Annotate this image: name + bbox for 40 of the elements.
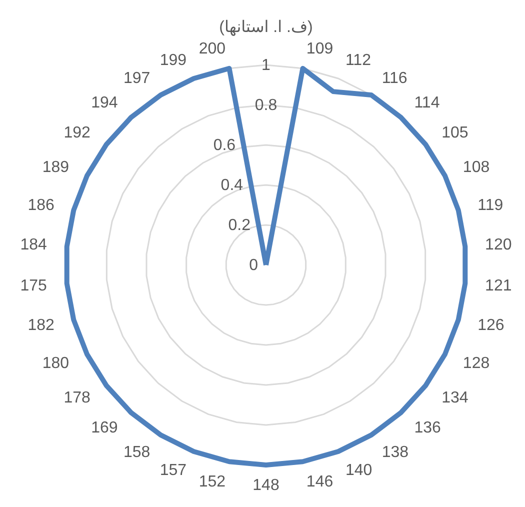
spoke-label: 138 — [382, 444, 409, 462]
spoke-label: 134 — [442, 390, 468, 407]
spoke-label: 128 — [462, 355, 490, 372]
spoke-label: 108 — [462, 158, 490, 176]
spoke-label: 182 — [28, 317, 54, 334]
spoke-label: 109 — [306, 40, 334, 58]
y-tick-label: 0.6 — [213, 137, 236, 154]
spoke-label: 121 — [485, 277, 512, 294]
spoke-label: 126 — [478, 317, 504, 334]
spoke-label: 120 — [485, 236, 512, 254]
y-tick-label: 0.2 — [228, 217, 251, 234]
y-tick-label: 0.8 — [254, 97, 278, 114]
spoke-label: 175 — [20, 277, 48, 294]
spoke-label: 119 — [478, 196, 504, 214]
spoke-label: 186 — [28, 196, 54, 214]
spoke-label: 180 — [42, 355, 70, 372]
spoke-label: 192 — [64, 124, 91, 142]
spoke-label: 146 — [306, 473, 334, 490]
spoke-label: 178 — [64, 390, 91, 407]
spoke-label: 140 — [345, 462, 372, 480]
y-tick-label: 0 — [249, 257, 258, 274]
spoke-label: 197 — [123, 70, 150, 87]
spoke-label: 200 — [198, 40, 226, 58]
y-tick-label: 1 — [262, 57, 271, 74]
spoke-label: 105 — [442, 124, 468, 142]
spoke-label: 114 — [414, 94, 440, 112]
spoke-label: 148 — [252, 477, 280, 494]
spoke-label: 189 — [42, 158, 70, 176]
spoke-label: (ف. ا. استانها) — [219, 19, 313, 36]
spoke-label: 199 — [160, 52, 187, 69]
spoke-label: 116 — [382, 70, 408, 87]
spoke-label: 194 — [91, 94, 118, 112]
spoke-label: 158 — [123, 444, 150, 462]
spoke-label: 152 — [198, 473, 226, 490]
spoke-label: 136 — [414, 420, 442, 437]
y-tick-label: 0.4 — [220, 177, 244, 194]
spoke-label: 169 — [91, 420, 118, 437]
spoke-label: 112 — [345, 52, 372, 69]
spoke-label: 184 — [20, 236, 48, 254]
spoke-label: 157 — [160, 462, 187, 480]
